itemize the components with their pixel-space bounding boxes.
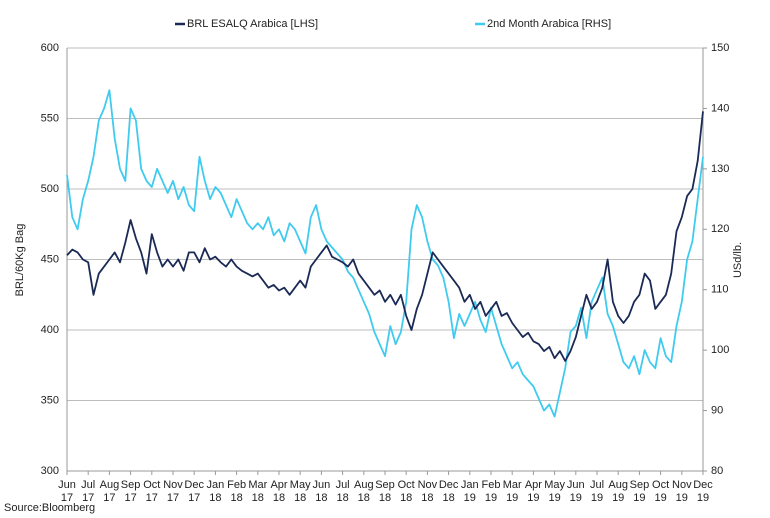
x-tick-label: Jan 18 xyxy=(207,479,225,504)
x-tick-label: Apr 18 xyxy=(270,479,287,504)
x-tick-label: Jul 17 xyxy=(81,479,95,504)
line-series xyxy=(66,89,704,418)
x-tick-label: Jun 18 xyxy=(313,479,331,504)
x-tick-label: Jun 19 xyxy=(567,479,585,504)
y2-tick-label: 120 xyxy=(711,223,729,235)
x-tick-label: Dec 19 xyxy=(693,479,713,504)
y2-tick-label: 110 xyxy=(711,284,729,296)
x-tick-label: Mar 19 xyxy=(503,479,522,504)
x-tick-label: Aug 19 xyxy=(608,479,628,504)
y-tick-label: 550 xyxy=(41,112,59,124)
x-tick-label: Mar 18 xyxy=(248,479,267,504)
x-tick-label: May 19 xyxy=(544,479,565,504)
line-series xyxy=(66,111,704,362)
x-tick-label: Jul 18 xyxy=(336,479,350,504)
x-tick-label: Aug 17 xyxy=(100,479,120,504)
y2-tick-label: 140 xyxy=(711,102,729,114)
x-tick-label: Feb 18 xyxy=(227,479,246,504)
x-tick-label: Apr 19 xyxy=(525,479,542,504)
legend-label: 2nd Month Arabica [RHS] xyxy=(487,18,611,30)
x-tick-label: Jun 17 xyxy=(58,479,76,504)
y-tick-label: 400 xyxy=(41,324,59,336)
y-tick-label: 300 xyxy=(41,465,59,477)
x-tick-label: Nov 17 xyxy=(163,479,183,504)
y2-tick-label: 130 xyxy=(711,163,729,175)
y2-tick-label: 100 xyxy=(711,344,729,356)
x-tick-label: Sep 19 xyxy=(630,479,650,504)
x-tick-label: Oct 19 xyxy=(652,479,669,504)
x-tick-label: Dec 18 xyxy=(439,479,459,504)
x-tick-label: Sep 18 xyxy=(375,479,395,504)
y-tick-label: 450 xyxy=(41,253,59,265)
y2-tick-label: 90 xyxy=(711,404,723,416)
x-tick-label: Feb 19 xyxy=(482,479,501,504)
y2-tick-label: 80 xyxy=(711,465,723,477)
x-tick-label: Dec 17 xyxy=(184,479,204,504)
x-tick-label: Oct 18 xyxy=(398,479,415,504)
x-tick-label: Jul 19 xyxy=(590,479,604,504)
y2-axis-label: USd/lb. xyxy=(732,242,744,278)
x-tick-label: May 18 xyxy=(290,479,311,504)
y-tick-label: 600 xyxy=(41,42,59,54)
y-axis-label: BRL/60Kg Bag xyxy=(14,224,26,297)
x-tick-label: Sep 17 xyxy=(121,479,141,504)
legend-label: BRL ESALQ Arabica [LHS] xyxy=(187,18,318,30)
x-tick-label: Nov 18 xyxy=(418,479,438,504)
x-tick-label: Aug 18 xyxy=(354,479,374,504)
x-tick-label: Jan 19 xyxy=(461,479,479,504)
source: Source:Bloomberg xyxy=(4,502,95,514)
x-tick-label: Nov 19 xyxy=(672,479,692,504)
x-tick-label: Oct 17 xyxy=(143,479,160,504)
y2-tick-label: 150 xyxy=(711,42,729,54)
y-tick-label: 500 xyxy=(41,183,59,195)
y-tick-label: 350 xyxy=(41,394,59,406)
